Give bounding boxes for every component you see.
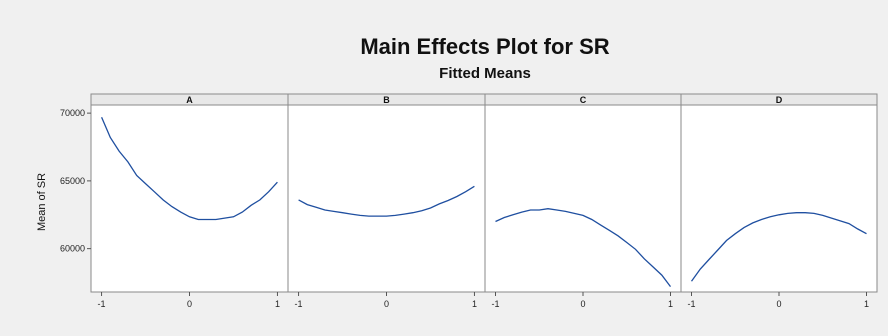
panel-b: B -1 0 1 <box>287 93 486 309</box>
series-line-a <box>101 116 278 221</box>
series-line-b <box>298 185 475 217</box>
panel-c: C -1 0 1 <box>484 93 682 309</box>
panel-plot-area <box>484 104 682 293</box>
x-tick-label: 1 <box>668 299 673 309</box>
strip-label: D <box>776 95 783 105</box>
x-tick-label: 0 <box>187 299 192 309</box>
x-tick-label: 1 <box>472 299 477 309</box>
series-line-d <box>690 212 867 282</box>
panel-plot-area <box>680 104 878 293</box>
y-tick-label: 65000 <box>60 176 85 186</box>
panel-a: A -1 0 1 <box>90 93 289 309</box>
y-tick-label: 60000 <box>60 244 85 254</box>
x-tick-label: -1 <box>687 299 695 309</box>
y-axis: 60000 65000 70000 <box>60 108 91 254</box>
x-tick-label: 1 <box>275 299 280 309</box>
panel-plot-area <box>287 104 486 293</box>
y-tick-label: 70000 <box>60 108 85 118</box>
x-tick-label: -1 <box>491 299 499 309</box>
chart-title: Main Effects Plot for SR <box>360 34 609 59</box>
panels-layer: A -1 0 1 B -1 0 1 C -1 0 1 D -1 0 1 <box>90 93 878 309</box>
x-tick-label: 1 <box>864 299 869 309</box>
x-tick-label: 0 <box>384 299 389 309</box>
series-line-c <box>495 208 672 287</box>
strip-label: A <box>186 95 193 105</box>
chart-subtitle: Fitted Means <box>439 65 531 82</box>
x-tick-label: -1 <box>98 299 106 309</box>
panel-d: D -1 0 1 <box>680 93 878 309</box>
strip-label: C <box>580 95 587 105</box>
y-axis-label: Mean of SR <box>36 173 48 231</box>
panel-plot-area <box>90 104 289 293</box>
x-tick-label: 0 <box>776 299 781 309</box>
x-tick-label: -1 <box>295 299 303 309</box>
x-tick-label: 0 <box>580 299 585 309</box>
strip-label: B <box>383 95 390 105</box>
